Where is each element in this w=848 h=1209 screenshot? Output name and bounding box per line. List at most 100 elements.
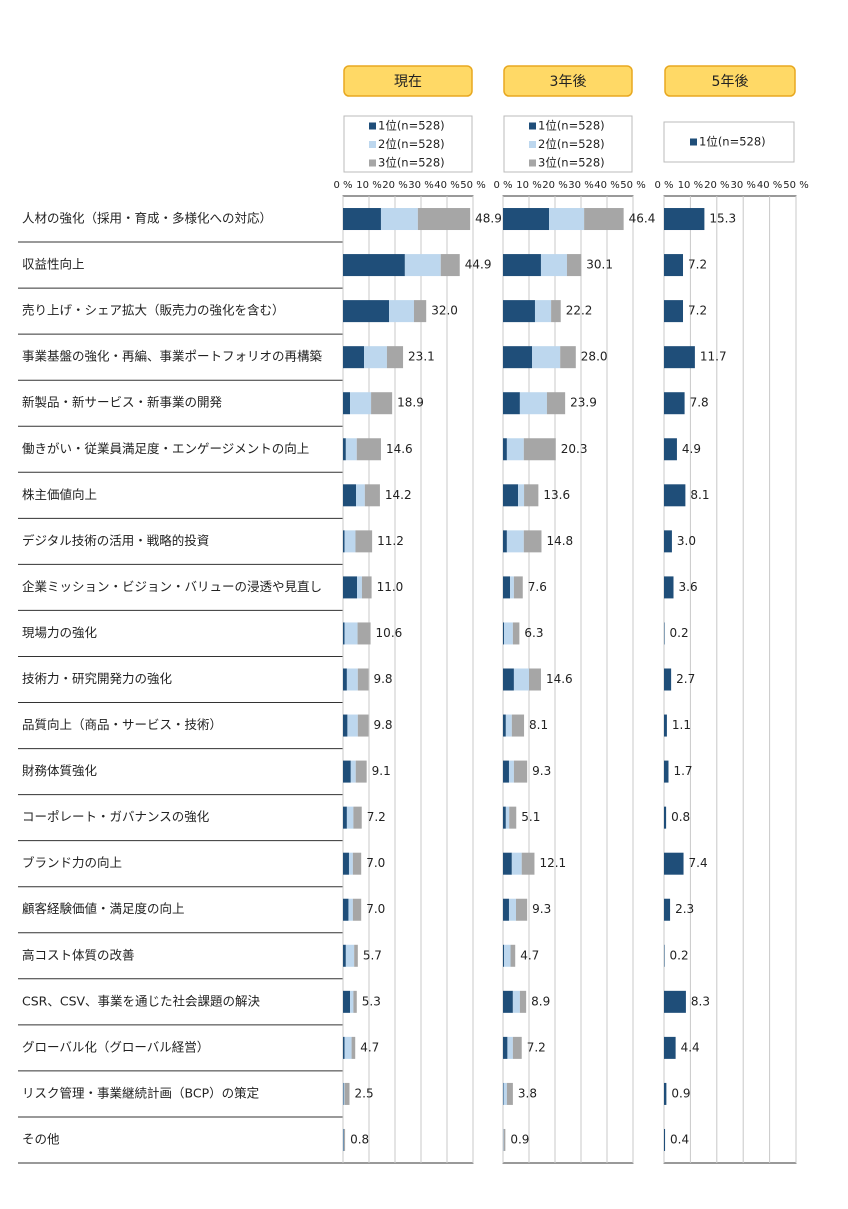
bar-segment — [361, 576, 372, 599]
bar-segment — [510, 944, 516, 967]
value-label: 23.9 — [570, 396, 597, 410]
value-label: 48.9 — [475, 212, 502, 226]
category-label: CSR、CSV、事業を通じた社会課題の解決 — [22, 993, 261, 1008]
bar-segment — [664, 254, 684, 277]
bar-segment — [503, 346, 533, 369]
category-label: 高コスト体質の改善 — [22, 947, 135, 962]
bar-segment — [344, 1082, 350, 1105]
bar-segment — [345, 944, 355, 967]
value-label: 15.3 — [709, 212, 736, 226]
x-tick-label: 40 % — [757, 180, 782, 191]
x-tick-label: 40 % — [434, 180, 459, 191]
bar-segment — [664, 1082, 667, 1105]
bar-segment — [350, 760, 356, 783]
legend-swatch — [369, 122, 376, 130]
bar-segment — [664, 760, 669, 783]
x-tick-label: 40 % — [594, 180, 619, 191]
value-label: 7.6 — [528, 580, 547, 594]
category-label: グローバル化（グローバル経営） — [22, 1039, 209, 1054]
bar-segment — [343, 852, 349, 875]
bar-segment — [417, 208, 471, 231]
bar-segment — [664, 714, 667, 737]
category-label: その他 — [22, 1131, 60, 1146]
bar-segment — [343, 1036, 345, 1059]
legend-label: 3位(n=528) — [378, 156, 445, 170]
panel-header — [664, 65, 796, 97]
bar-segment — [503, 622, 505, 645]
bar-segment — [357, 714, 369, 737]
bar-segment — [356, 484, 365, 507]
legend-label: 3位(n=528) — [538, 156, 605, 170]
bar-segment — [560, 346, 576, 369]
value-label: 28.0 — [581, 350, 608, 364]
x-tick-label: 10 % — [516, 180, 541, 191]
x-tick-label: 0 % — [333, 180, 352, 191]
bar-segment — [540, 254, 567, 277]
bar-segment — [529, 668, 541, 691]
bar-segment — [343, 438, 346, 461]
bar-segment — [503, 990, 513, 1013]
bar-segment — [503, 806, 506, 829]
bar-segment — [511, 714, 525, 737]
value-label: 7.2 — [367, 810, 386, 824]
bar-segment — [503, 208, 550, 231]
bar-segment — [503, 1036, 508, 1059]
bar-segment — [343, 208, 381, 231]
bar-segment — [664, 530, 672, 553]
bar-segment — [357, 668, 369, 691]
value-label: 7.0 — [366, 856, 385, 870]
category-label: 事業基盤の強化・再編、事業ポートフォリオの再構築 — [22, 349, 323, 364]
bar-segment — [513, 760, 528, 783]
legend-swatch — [690, 138, 697, 146]
bar-segment — [509, 806, 517, 829]
value-label: 9.3 — [532, 764, 551, 778]
bar-segment — [664, 622, 665, 645]
value-label: 0.9 — [671, 1086, 690, 1100]
bar-segment — [566, 254, 582, 277]
panel-title: 現在 — [394, 74, 422, 90]
category-label: 現場力の強化 — [22, 625, 98, 640]
value-label: 4.7 — [520, 948, 539, 962]
panel-title: 5年後 — [712, 74, 749, 90]
legend-swatch — [529, 122, 536, 130]
bar-segment — [354, 944, 358, 967]
bar-segment — [343, 806, 347, 829]
value-label: 11.0 — [377, 580, 404, 594]
bar-segment — [386, 346, 404, 369]
category-label: 株主価値向上 — [22, 487, 97, 502]
x-tick-label: 10 % — [356, 180, 381, 191]
bar-segment — [512, 1036, 522, 1059]
bar-segment — [503, 438, 507, 461]
bar-segment — [343, 1128, 345, 1151]
bar-segment — [503, 852, 512, 875]
value-label: 2.7 — [676, 672, 695, 686]
bar-segment — [505, 806, 510, 829]
bar-segment — [664, 990, 686, 1013]
bar-segment — [364, 484, 380, 507]
bar-segment — [355, 760, 367, 783]
x-tick-label: 30 % — [408, 180, 433, 191]
value-label: 14.6 — [386, 442, 413, 456]
bar-segment — [512, 622, 520, 645]
value-label: 0.4 — [670, 1132, 689, 1146]
bar-segment — [503, 1128, 504, 1151]
value-label: 30.1 — [586, 258, 613, 272]
value-label: 44.9 — [465, 258, 492, 272]
value-label: 7.8 — [690, 396, 709, 410]
bar-segment — [343, 530, 345, 553]
bar-segment — [508, 760, 514, 783]
bar-segment — [343, 898, 349, 921]
panel-title: 3年後 — [550, 74, 587, 90]
value-label: 4.7 — [360, 1040, 379, 1054]
x-tick-label: 30 % — [730, 180, 755, 191]
value-label: 11.7 — [700, 350, 727, 364]
value-label: 14.2 — [385, 488, 412, 502]
bar-segment — [519, 392, 547, 415]
legend-box — [503, 115, 633, 173]
bar-segment — [664, 1036, 676, 1059]
bar-segment — [504, 622, 513, 645]
value-label: 8.1 — [529, 718, 548, 732]
bar-segment — [350, 392, 372, 415]
category-label: 働きがい・従業員満足度・エンゲージメントの向上 — [22, 441, 309, 456]
